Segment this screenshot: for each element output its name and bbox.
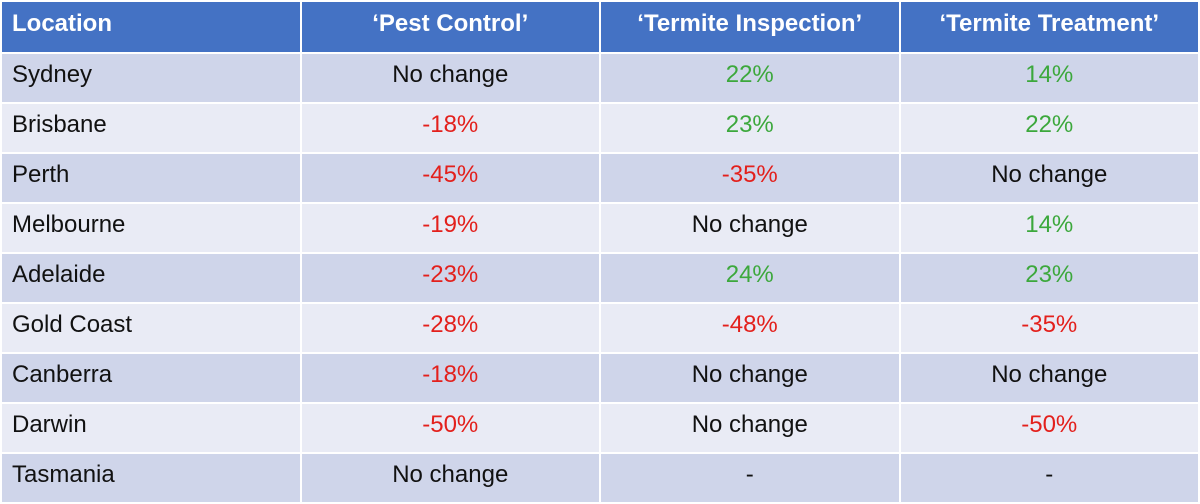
change-cell: No change (599, 402, 901, 454)
change-cell: No change (299, 52, 601, 104)
table-header: Location ‘Pest Control’ ‘Termite Inspectio… (0, 0, 1200, 54)
header-cell: ‘Pest Control’ (299, 0, 601, 54)
change-cell: -50% (299, 402, 601, 454)
header-cell: ‘Termite Inspection’ (599, 0, 901, 54)
table-row: Canberra -18% No change No change (0, 352, 1200, 404)
change-cell: No change (599, 202, 901, 254)
table-body: Sydney No change 22% 14% Brisbane -18% 23% 22% P… (0, 52, 1200, 504)
change-cell: -18% (299, 102, 601, 154)
table-row: Tasmania No change - - (0, 452, 1200, 504)
change-cell: -50% (898, 402, 1200, 454)
table-row: Sydney No change 22% 14% (0, 52, 1200, 104)
change-cell: - (599, 452, 901, 504)
change-cell: No change (599, 352, 901, 404)
location-cell: Perth (0, 152, 302, 204)
location-cell: Adelaide (0, 252, 302, 304)
location-cell: Sydney (0, 52, 302, 104)
header-cell: ‘Termite Treatment’ (898, 0, 1200, 54)
change-cell: No change (898, 352, 1200, 404)
header-row: Location ‘Pest Control’ ‘Termite Inspectio… (0, 0, 1200, 54)
change-cell: 22% (599, 52, 901, 104)
location-cell: Darwin (0, 402, 302, 454)
table-row: Gold Coast -28% -48% -35% (0, 302, 1200, 354)
location-cell: Brisbane (0, 102, 302, 154)
location-cell: Tasmania (0, 452, 302, 504)
change-cell: 22% (898, 102, 1200, 154)
location-cell: Gold Coast (0, 302, 302, 354)
change-cell: 14% (898, 52, 1200, 104)
table-row: Adelaide -23% 24% 23% (0, 252, 1200, 304)
header-cell: Location (0, 0, 302, 54)
change-cell: 23% (898, 252, 1200, 304)
change-cell: -35% (599, 152, 901, 204)
location-cell: Melbourne (0, 202, 302, 254)
change-cell: -35% (898, 302, 1200, 354)
change-cell: No change (898, 152, 1200, 204)
change-cell: 14% (898, 202, 1200, 254)
change-cell: -19% (299, 202, 601, 254)
change-cell: -28% (299, 302, 601, 354)
change-cell: -23% (299, 252, 601, 304)
table-row: Perth -45% -35% No change (0, 152, 1200, 204)
table-row: Melbourne -19% No change 14% (0, 202, 1200, 254)
change-cell: -48% (599, 302, 901, 354)
change-cell: No change (299, 452, 601, 504)
change-cell: 24% (599, 252, 901, 304)
table-row: Brisbane -18% 23% 22% (0, 102, 1200, 154)
change-cell: - (898, 452, 1200, 504)
location-cell: Canberra (0, 352, 302, 404)
change-cell: -18% (299, 352, 601, 404)
table-row: Darwin -50% No change -50% (0, 402, 1200, 454)
change-cell: 23% (599, 102, 901, 154)
change-cell: -45% (299, 152, 601, 204)
